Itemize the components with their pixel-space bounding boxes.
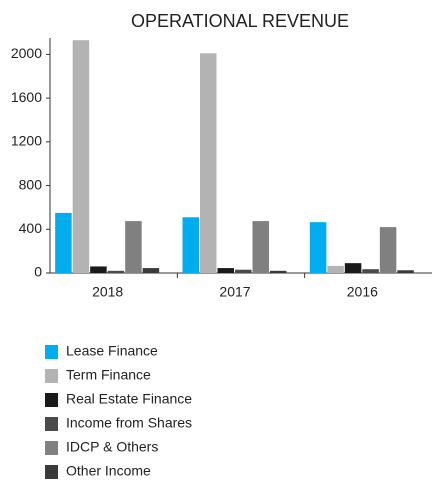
legend-label: Income from Shares: [66, 415, 192, 431]
bar: [142, 268, 160, 273]
bar: [344, 263, 362, 273]
y-tick-label: 1200: [11, 133, 42, 149]
legend-swatch: [45, 369, 58, 383]
x-tick-label: 2016: [347, 284, 378, 300]
bar: [107, 270, 125, 273]
bar: [182, 217, 199, 273]
legend-swatch: [45, 393, 58, 407]
y-tick-label: 1600: [11, 89, 42, 105]
x-tick-label: 2018: [92, 284, 123, 300]
bar: [235, 269, 252, 273]
bar: [309, 222, 327, 273]
x-tick-label: 2017: [219, 284, 250, 300]
bar: [200, 53, 217, 274]
legend-swatch: [45, 441, 58, 455]
bar: [90, 266, 107, 273]
bar: [252, 221, 269, 273]
legend-label: IDCP & Others: [66, 439, 158, 455]
bar: [327, 265, 344, 273]
legend-label: Lease Finance: [66, 343, 158, 359]
legend-label: Term Finance: [66, 367, 151, 383]
bar: [397, 270, 414, 273]
y-tick-label: 0: [34, 264, 42, 280]
legend-label: Other Income: [66, 463, 151, 479]
bar: [125, 221, 142, 273]
legend-swatch: [45, 345, 58, 359]
bar: [72, 40, 90, 273]
chart-title: OPERATIONAL REVENUE: [131, 11, 349, 31]
legend-swatch: [45, 417, 58, 431]
bar: [362, 269, 379, 273]
bar: [217, 268, 234, 273]
legend-swatch: [45, 465, 58, 479]
y-tick-label: 400: [19, 220, 43, 236]
y-tick-label: 2000: [11, 45, 42, 61]
bar: [270, 270, 287, 273]
bar: [379, 227, 397, 273]
y-tick-label: 800: [19, 176, 43, 192]
legend-label: Real Estate Finance: [66, 391, 192, 407]
bar: [55, 212, 72, 273]
